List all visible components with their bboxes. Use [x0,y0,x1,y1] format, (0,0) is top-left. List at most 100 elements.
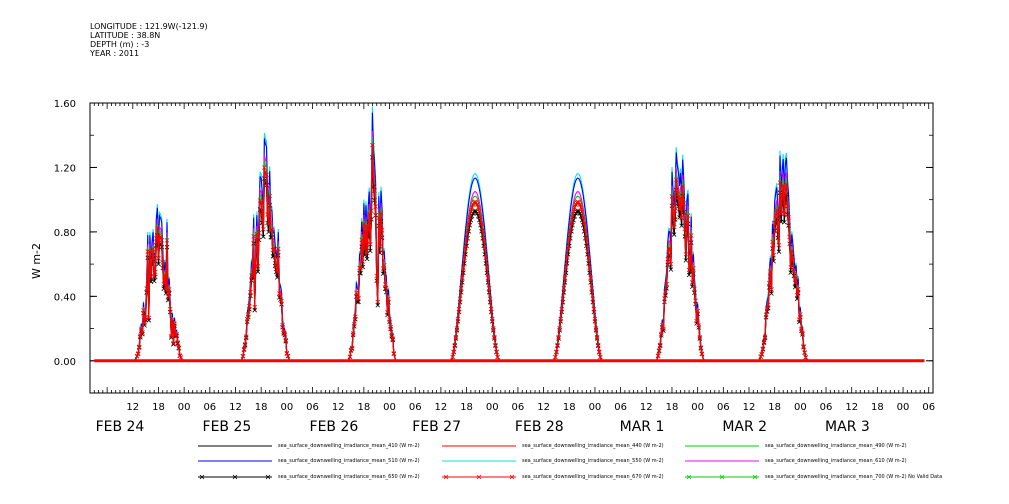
x-hour-label: 18 [460,402,473,413]
series-marker-7 [668,261,674,267]
series-marker-7 [374,273,379,279]
series-marker-7 [684,219,690,225]
series-marker-7 [282,331,287,336]
series-marker-7 [256,230,262,236]
series-marker-7 [146,315,152,321]
x-hour-label: 00 [178,402,191,413]
series-marker-7 [563,265,569,270]
latitude-line: LATITUDE : 38.8N [90,31,161,40]
series-marker-7 [783,186,788,192]
x-hour-label: 12 [126,402,139,413]
series-marker-7 [259,212,265,217]
plot-frame [89,102,934,394]
series-marker-7 [793,275,799,281]
series-marker-7 [268,227,274,233]
series-marker-7 [789,248,795,254]
series-marker-7 [379,227,385,233]
series-marker-7 [784,182,789,187]
series-marker-7 [464,236,469,242]
legend-line-sample [685,445,759,447]
series-marker-7 [788,264,793,270]
legend-line-sample [198,474,272,480]
series-marker-6 [368,248,373,254]
legend-label: sea_surface_downwelling_irradiance_mean_… [765,458,907,464]
series-marker-7 [795,286,801,292]
series-marker-7 [559,306,565,312]
series-marker-7 [677,206,682,212]
series-marker-7 [382,282,388,287]
series-marker-7 [167,306,173,312]
series-marker-7 [492,334,497,340]
series-marker-7 [135,351,141,356]
x-hour-label: 00 [897,402,910,413]
series-marker-7 [381,263,387,268]
series-marker-7 [175,340,181,345]
series-marker-7 [266,221,271,227]
series-marker-7 [678,195,683,201]
series-marker-7 [452,342,458,348]
series-marker-7 [695,308,700,314]
series-marker-7 [665,256,670,262]
series-marker-7 [680,183,685,189]
series-marker-7 [164,238,170,243]
legend-label: sea_surface_downwelling_irradiance_mean_… [278,443,420,449]
series-marker-7 [487,296,493,302]
series-marker-7 [764,306,770,311]
x-hour-label: 00 [280,402,293,413]
series-marker-7 [462,255,467,260]
series-marker-7 [662,296,667,301]
series-marker-7 [699,351,705,356]
series-marker-6 [364,256,370,262]
legend-line-sample [685,474,759,480]
series-marker-7 [140,330,145,335]
series-marker-7 [391,351,397,356]
series-marker-7 [354,290,359,296]
series-marker-7 [357,265,362,271]
series-marker-7 [776,242,782,248]
x-hour-label: 00 [794,402,807,413]
series-marker-7 [681,201,687,206]
series-marker-7 [450,354,455,360]
series-line-7 [94,145,925,362]
series-marker-7 [565,245,571,251]
series-marker-7 [476,205,481,210]
x-day-label: FEB 24 [96,419,145,435]
series-marker-7 [267,193,273,199]
series-marker-7 [765,302,771,308]
series-marker-7 [279,298,284,304]
x-hour-label: 06 [922,402,935,413]
year-line: YEAR : 2011 [90,49,140,58]
series-marker-7 [246,312,251,317]
series-marker-7 [780,183,786,188]
series-marker-7 [694,318,699,324]
series-marker-7 [174,332,179,337]
series-marker-7 [375,299,381,305]
series-marker-7 [675,189,680,194]
series-marker-7 [664,281,669,287]
series-marker-7 [484,265,490,270]
series-marker-7 [155,225,160,231]
series-marker-7 [570,214,575,220]
series-marker-7 [170,317,175,323]
series-marker-7 [561,286,567,291]
legend-item: sea_surface_downwelling_irradiance_mean_… [196,455,436,467]
x-day-label: MAR 1 [620,419,665,435]
x-day-label: FEB 26 [310,419,359,435]
x-hour-label: 06 [306,402,319,413]
plot-layer: 0.00 0.40 0.80 1.20 1.60 12 18 00 06 12 18 00 06 12 18… [54,99,935,435]
series-marker-7 [758,354,764,359]
legend-label: sea_surface_downwelling_irradiance_mean_… [522,458,664,464]
series-marker-7 [583,228,588,234]
series-marker-7 [577,202,583,207]
series-marker-7 [481,236,486,242]
x-hour-label: 12 [537,402,550,413]
series-marker-7 [656,348,662,353]
series-marker-7 [269,227,275,233]
series-marker-7 [667,246,673,252]
y-tick-label: 0.40 [54,292,76,303]
series-marker-6 [671,232,677,237]
series-marker-7 [763,312,769,317]
series-marker-7 [240,353,246,359]
legend-label: sea_surface_downwelling_irradiance_mean_… [522,443,664,449]
series-marker-7 [248,289,253,295]
